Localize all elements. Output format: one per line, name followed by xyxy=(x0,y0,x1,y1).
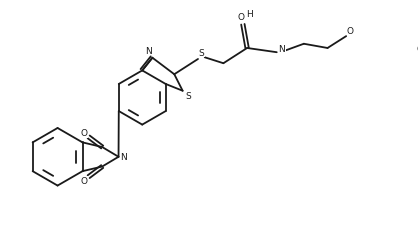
Text: O: O xyxy=(347,27,354,36)
Text: O: O xyxy=(238,13,245,22)
Text: S: S xyxy=(199,49,204,57)
Text: O: O xyxy=(81,177,88,186)
Text: N: N xyxy=(278,45,285,54)
Text: Cl: Cl xyxy=(416,45,418,54)
Text: N: N xyxy=(120,153,127,162)
Text: O: O xyxy=(81,128,88,137)
Text: N: N xyxy=(145,46,152,55)
Text: H: H xyxy=(246,10,253,19)
Text: S: S xyxy=(186,92,191,101)
